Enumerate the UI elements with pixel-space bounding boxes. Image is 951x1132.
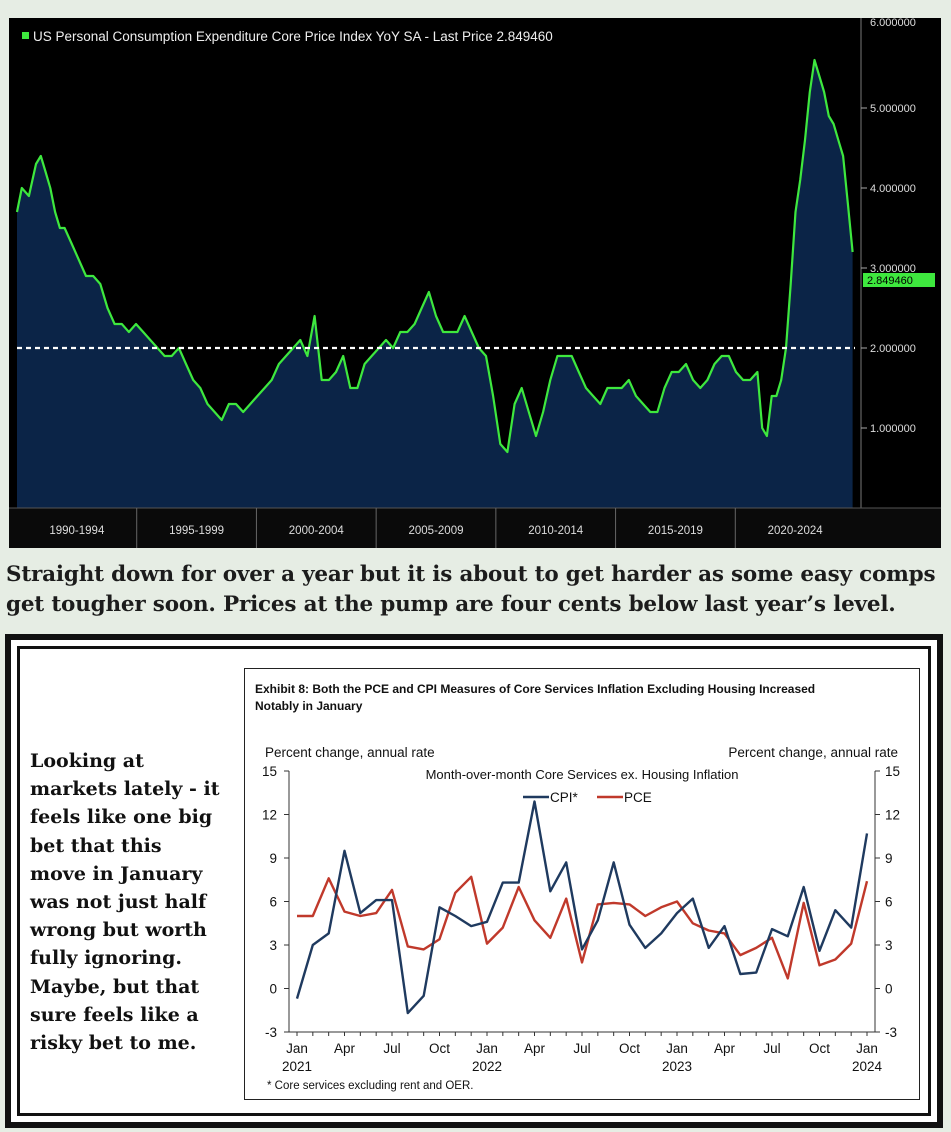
- core-services-line-chart: Exhibit 8: Both the PCE and CPI Measures…: [255, 682, 900, 1092]
- x-period-label: 2005-2009: [409, 525, 464, 537]
- series-line-cpi: [295, 800, 869, 1015]
- legend-text: US Personal Consumption Expenditure Core…: [33, 29, 553, 44]
- y-tick-label: 1.000000: [870, 423, 916, 435]
- y-tick-label-right: 3: [885, 938, 893, 953]
- x-tick-label: Jan: [476, 1041, 498, 1056]
- legend-label: PCE: [624, 790, 652, 805]
- footnote: * Core services excluding rent and OER.: [267, 1080, 473, 1092]
- y-axis-label-left: Percent change, annual rate: [265, 745, 435, 760]
- y-tick-label-right: -3: [885, 1025, 897, 1040]
- last-price-label: 2.849460: [867, 275, 913, 287]
- last-price-tag: [863, 273, 935, 287]
- x-tick-label: Oct: [429, 1041, 450, 1056]
- x-period-label: 2000-2004: [289, 525, 345, 537]
- x-axis-band: [9, 508, 941, 548]
- area-fill: [17, 60, 853, 508]
- y-tick-label-right: 6: [885, 895, 893, 910]
- x-tick-label: Jul: [573, 1041, 590, 1056]
- legend-swatch: [22, 32, 29, 39]
- x-tick-label: Jan: [856, 1041, 878, 1056]
- y-tick-label-left: 9: [269, 851, 277, 866]
- y-tick-label-left: 6: [269, 895, 277, 910]
- x-period-label: 2015-2019: [648, 525, 703, 537]
- y-tick-label-left: -3: [265, 1025, 277, 1040]
- commentary-text: Looking at markets lately - it feels lik…: [30, 750, 220, 1055]
- x-period-label: 1990-1994: [49, 525, 105, 537]
- series-line-pce: [297, 875, 869, 980]
- y-tick-label-left: 3: [269, 938, 277, 953]
- x-tick-label: Jan: [286, 1041, 308, 1056]
- y-tick-label: 5.000000: [870, 103, 916, 115]
- exhibit-chart-box: Exhibit 8: Both the PCE and CPI Measures…: [244, 668, 920, 1100]
- y-tick-label: 3.000000: [870, 263, 916, 275]
- bottom-panel-inner-border: [17, 646, 931, 1116]
- y-tick-label-right: 0: [885, 982, 893, 997]
- y-tick-label: 2.000000: [870, 343, 916, 355]
- x-tick-label: Jul: [763, 1041, 780, 1056]
- y-tick-label: 4.000000: [870, 183, 916, 195]
- chart-subtitle: Month-over-month Core Services ex. Housi…: [426, 767, 739, 782]
- y-axis-label-right: Percent change, annual rate: [728, 745, 898, 760]
- x-tick-year-label: 2023: [662, 1059, 692, 1074]
- x-tick-year-label: 2021: [282, 1059, 312, 1074]
- x-tick-label: Apr: [524, 1041, 546, 1056]
- x-period-label: 2020-2024: [768, 525, 824, 537]
- y-tick-label-right: 9: [885, 851, 893, 866]
- legend-bg: [19, 26, 639, 46]
- top-chart-panel: 1.000000 2.000000 3.000000 4.000000 5.000000…: [9, 18, 941, 548]
- y-tick-label-partial: 6.000000: [870, 18, 916, 29]
- x-tick-year-label: 2024: [852, 1059, 883, 1074]
- series-line: [15, 58, 854, 454]
- y-tick-label-right: 12: [885, 808, 900, 823]
- x-tick-year-label: 2022: [472, 1059, 502, 1074]
- x-tick-label: Oct: [809, 1041, 830, 1056]
- x-tick-label: Jan: [666, 1041, 688, 1056]
- y-tick-label-left: 15: [262, 764, 277, 779]
- y-tick-label-left: 0: [269, 982, 277, 997]
- x-tick-label: Oct: [619, 1041, 640, 1056]
- x-tick-label: Apr: [714, 1041, 736, 1056]
- pce-core-area-chart: 1.000000 2.000000 3.000000 4.000000 5.000000…: [9, 18, 941, 548]
- x-tick-label: Jul: [383, 1041, 400, 1056]
- legend-label: CPI*: [550, 790, 579, 805]
- exhibit-title: Exhibit 8: Both the PCE and CPI Measures…: [255, 682, 815, 713]
- x-tick-label: Apr: [334, 1041, 356, 1056]
- x-period-label: 2010-2014: [528, 525, 584, 537]
- caption-text: Straight down for over a year but it is …: [6, 562, 936, 617]
- x-period-label: 1995-1999: [169, 525, 224, 537]
- y-tick-label-left: 12: [262, 808, 277, 823]
- y-tick-label-right: 15: [885, 764, 900, 779]
